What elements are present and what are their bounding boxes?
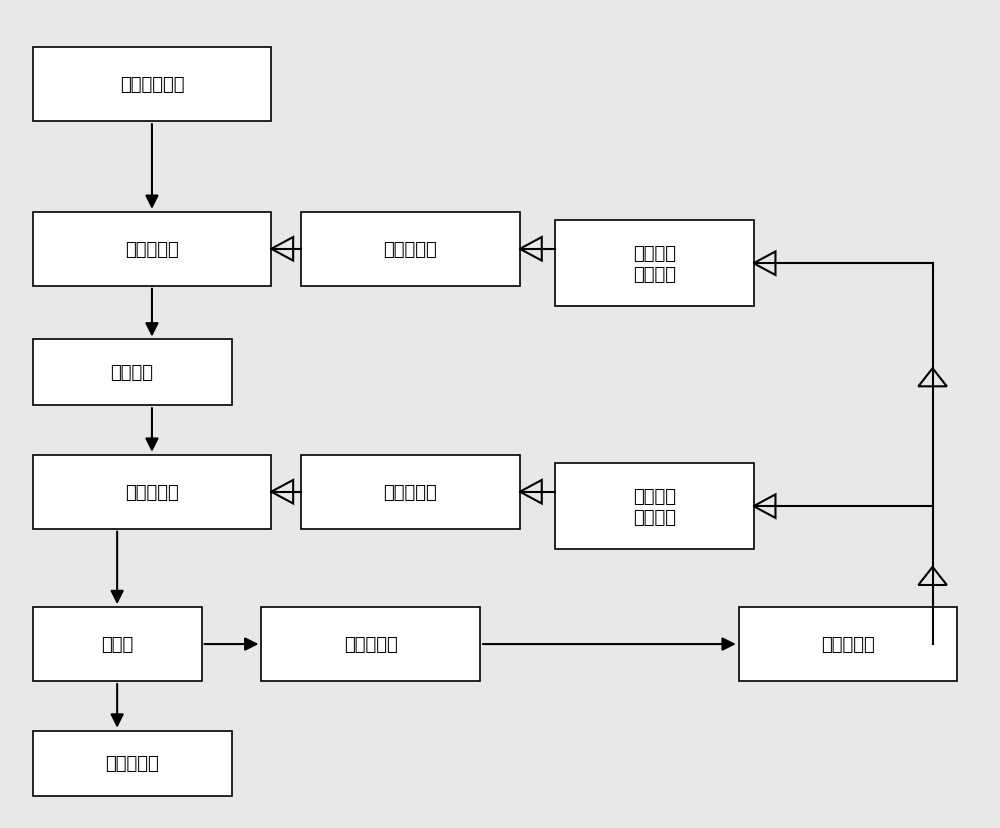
Bar bbox=[555, 464, 754, 550]
Bar bbox=[33, 455, 271, 529]
Text: 分光镜: 分光镜 bbox=[101, 635, 133, 653]
Bar bbox=[261, 607, 480, 681]
Text: 高阶像差
控制信号: 高阶像差 控制信号 bbox=[633, 244, 676, 283]
Bar bbox=[301, 455, 520, 529]
Bar bbox=[739, 607, 957, 681]
Bar bbox=[33, 607, 202, 681]
Text: 波前校正器: 波前校正器 bbox=[125, 484, 179, 501]
Text: 波前处理机: 波前处理机 bbox=[821, 635, 875, 653]
Bar bbox=[33, 48, 271, 122]
Text: 变束装置: 变束装置 bbox=[111, 363, 154, 382]
Bar bbox=[33, 213, 271, 286]
Text: 高压放大器: 高压放大器 bbox=[384, 484, 437, 501]
Text: 低阶像差
控制信号: 低阶像差 控制信号 bbox=[633, 487, 676, 526]
Bar bbox=[33, 340, 232, 406]
Bar bbox=[301, 213, 520, 286]
Bar bbox=[555, 221, 754, 307]
Text: 波前校正器: 波前校正器 bbox=[125, 240, 179, 258]
Text: 波前传感器: 波前传感器 bbox=[344, 635, 398, 653]
Text: 高压放大器: 高压放大器 bbox=[384, 240, 437, 258]
Text: 校正后波前: 校正后波前 bbox=[105, 754, 159, 773]
Text: 入射畸变波前: 入射畸变波前 bbox=[120, 76, 184, 94]
Bar bbox=[33, 730, 232, 797]
